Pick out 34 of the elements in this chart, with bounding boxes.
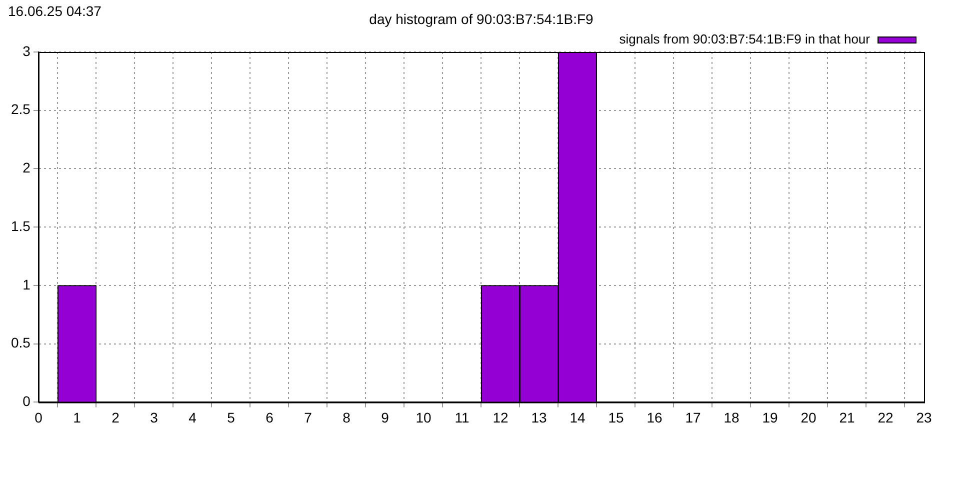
text: 16.06.25 04:37 [8, 2, 102, 19]
x-tick-label: 21 [839, 409, 855, 426]
x-tick-label: 9 [381, 409, 390, 426]
chart-title: day histogram of 90:03:B7:54:1B:F9 [369, 10, 594, 27]
x-tick-label: 20 [800, 409, 816, 426]
x-tick-label: 2 [112, 409, 120, 426]
x-tick-label: 0 [34, 409, 43, 426]
y-tick-label: 3 [22, 42, 31, 59]
x-tick-label: 11 [454, 409, 470, 426]
legend-label: signals from 90:03:B7:54:1B:F9 in that hour [619, 32, 871, 47]
x-tick-label: 10 [416, 409, 432, 426]
x-tick-label: 4 [188, 409, 197, 426]
y-tick-label: 1 [22, 276, 31, 292]
x-tick-label: 23 [916, 409, 932, 426]
y-tick-label: 2 [22, 160, 31, 176]
x-tick-label: 17 [685, 409, 701, 426]
x-tick-label: 6 [266, 409, 274, 426]
x-tick-label: 8 [342, 409, 351, 426]
x-tick-label: 5 [227, 409, 236, 426]
x-tick-label: 16 [646, 409, 662, 426]
x-tick-label: 13 [531, 409, 547, 426]
x-tick-label: 1 [73, 409, 82, 426]
y-tick-label: 2.5 [10, 101, 31, 118]
x-tick-label: 14 [570, 409, 586, 426]
x-tick-label: 19 [762, 409, 778, 426]
y-tick-label: 0.5 [10, 334, 31, 351]
x-tick-label: 15 [608, 409, 624, 426]
x-tick-label: 3 [150, 409, 158, 426]
x-tick-label: 12 [492, 409, 508, 426]
y-tick-label: 1.5 [10, 218, 31, 234]
x-tick-label: 18 [724, 409, 740, 426]
y-tick-label: 0 [22, 393, 31, 410]
x-tick-label: 7 [304, 409, 312, 426]
x-tick-label: 22 [878, 409, 894, 426]
